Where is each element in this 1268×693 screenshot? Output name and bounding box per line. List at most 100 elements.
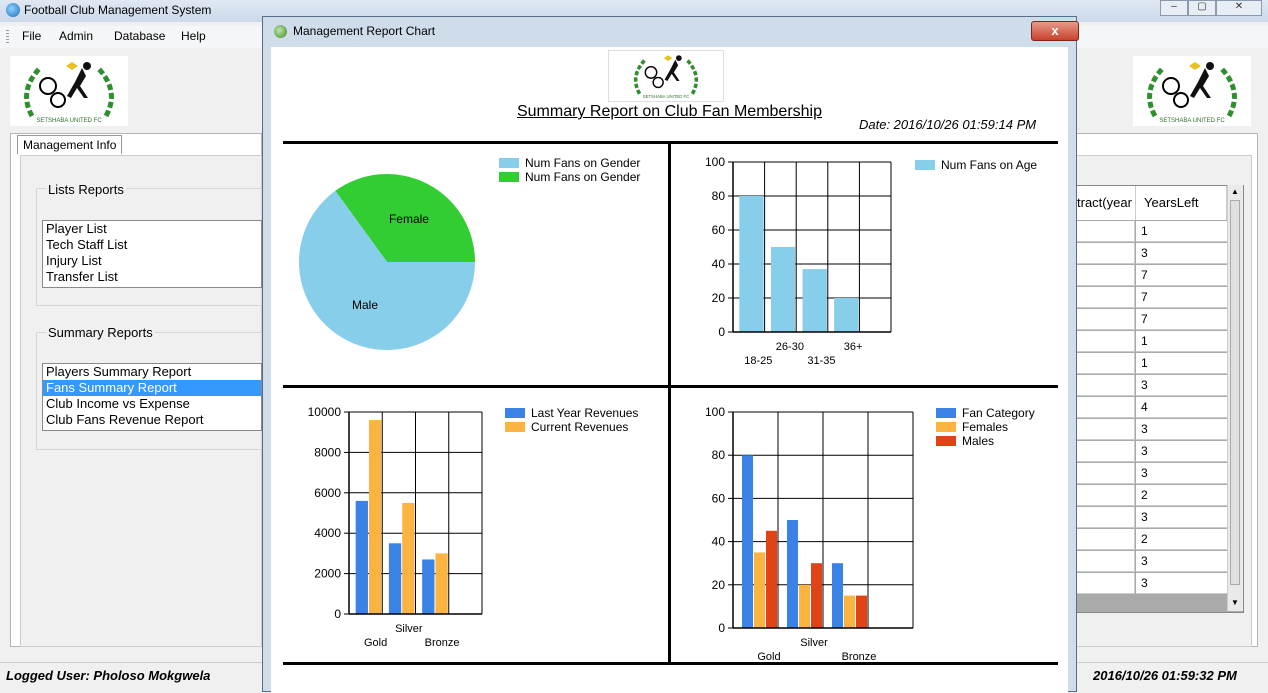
tab-management-info[interactable]: Management Info <box>17 135 123 154</box>
grid-cell-yearsleft[interactable]: 7 <box>1136 287 1227 308</box>
grid-cell-yearsleft[interactable]: 3 <box>1136 441 1227 462</box>
grid-cell[interactable] <box>1077 331 1135 352</box>
maximize-icon[interactable]: ▢ <box>1188 0 1216 16</box>
grid-cell-yearsleft[interactable]: 2 <box>1136 529 1227 550</box>
list-item[interactable]: Tech Staff List <box>46 237 128 252</box>
grid-cell-yearsleft[interactable]: 3 <box>1136 573 1227 594</box>
grid-cell-yearsleft[interactable]: 2 <box>1136 485 1227 506</box>
grid-cell-yearsleft[interactable]: 3 <box>1136 507 1227 528</box>
bar <box>368 420 382 614</box>
grid-cell[interactable] <box>1077 551 1135 572</box>
legend-swatch <box>505 408 525 418</box>
menu-file[interactable]: File <box>22 29 42 43</box>
grid-cell[interactable] <box>1077 287 1135 308</box>
grid-cell-yearsleft[interactable]: 3 <box>1136 375 1227 396</box>
bar <box>355 500 368 614</box>
scroll-down-icon[interactable]: ▼ <box>1231 598 1239 607</box>
bar <box>811 563 822 628</box>
pie-slice <box>299 190 475 350</box>
grid-cell-yearsleft[interactable]: 3 <box>1136 419 1227 440</box>
menu-admin[interactable]: Admin <box>59 29 94 43</box>
legend-swatch <box>936 408 956 418</box>
grid-cell-yearsleft[interactable]: 7 <box>1136 265 1227 286</box>
list-item[interactable]: Player List <box>46 221 107 236</box>
bar <box>739 196 764 332</box>
bar <box>787 520 798 628</box>
x-tick-label: Bronze <box>425 637 460 649</box>
x-tick-label: 26-30 <box>776 341 804 353</box>
legend-swatch <box>499 158 519 168</box>
dialog-close-button[interactable]: x <box>1031 21 1079 41</box>
dialog-body: SETSHABA UNITED FC Summary Report on Clu… <box>271 47 1068 693</box>
grid-cell[interactable] <box>1077 441 1135 462</box>
bar <box>402 502 415 614</box>
app-title: Football Club Management System <box>24 3 212 17</box>
list-item[interactable]: Transfer List <box>46 269 118 284</box>
close-icon[interactable]: ✕ <box>1216 0 1262 16</box>
y-tick-label: 100 <box>705 155 725 169</box>
grid-cell-yearsleft[interactable]: 3 <box>1136 243 1227 264</box>
x-tick-label: 36+ <box>844 341 863 353</box>
menu-help[interactable]: Help <box>181 29 206 43</box>
list-item-selected[interactable]: Fans Summary Report <box>43 380 261 396</box>
y-tick-label: 0 <box>718 621 725 635</box>
legend-label: Current Revenues <box>531 420 628 434</box>
y-tick-label: 0 <box>334 607 341 621</box>
legend-label: Num Fans on Gender <box>525 156 640 170</box>
summary-listbox[interactable]: Players Summary Report Fans Summary Repo… <box>42 363 262 431</box>
grid-cell-yearsleft[interactable]: 1 <box>1136 221 1227 242</box>
dialog-title: Management Report Chart <box>293 24 436 38</box>
scroll-up-icon[interactable]: ▲ <box>1231 187 1239 196</box>
list-item[interactable]: Club Income vs Expense <box>46 396 190 411</box>
grid-cell[interactable] <box>1077 309 1135 330</box>
grid-cell[interactable] <box>1077 529 1135 550</box>
grid-cell[interactable] <box>1077 463 1135 484</box>
lists-reports-title: Lists Reports <box>46 182 126 197</box>
x-tick-label: Bronze <box>842 651 877 663</box>
lists-listbox[interactable]: Player List Tech Staff List Injury List … <box>42 220 262 288</box>
menu-grip <box>6 30 9 44</box>
grid-cell[interactable] <box>1077 243 1135 264</box>
bar <box>388 543 402 614</box>
grid-cell[interactable] <box>1077 375 1135 396</box>
grid-header-contract[interactable]: tract(year <box>1077 186 1136 220</box>
grid-header-yearsleft[interactable]: YearsLeft <box>1136 186 1227 220</box>
svg-text:SETSHABA UNITED FC: SETSHABA UNITED FC <box>643 94 689 99</box>
minimize-icon[interactable]: – <box>1160 0 1188 16</box>
legend-swatch <box>499 172 519 182</box>
grid-cell[interactable] <box>1077 221 1135 242</box>
bar <box>832 563 843 628</box>
app-icon <box>6 3 20 17</box>
list-item[interactable]: Club Fans Revenue Report <box>46 412 204 427</box>
y-tick-label: 6000 <box>314 486 341 500</box>
bar <box>742 455 753 628</box>
bar <box>844 595 855 628</box>
legend-label: Males <box>962 434 994 448</box>
grid-cell-yearsleft[interactable]: 3 <box>1136 463 1227 484</box>
legend-swatch <box>505 422 525 432</box>
grid-cell-yearsleft[interactable]: 7 <box>1136 309 1227 330</box>
grid-cell[interactable] <box>1077 397 1135 418</box>
menu-database[interactable]: Database <box>114 29 166 43</box>
grid-cell-yearsleft[interactable]: 4 <box>1136 397 1227 418</box>
grid-cell[interactable] <box>1077 573 1135 594</box>
grid-cell-yearsleft[interactable]: 3 <box>1136 551 1227 572</box>
y-tick-label: 0 <box>718 325 725 339</box>
grid-cell[interactable] <box>1077 507 1135 528</box>
grid-scrollbar[interactable]: ▲ ▼ <box>1227 185 1243 611</box>
y-tick-label: 10000 <box>308 405 342 419</box>
bar <box>422 559 435 614</box>
scroll-thumb[interactable] <box>1230 200 1240 585</box>
grid-cell[interactable] <box>1077 419 1135 440</box>
legend-label: Num Fans on Gender <box>525 170 640 184</box>
list-item[interactable]: Injury List <box>46 253 102 268</box>
pie-slice-label: Female <box>389 212 429 226</box>
list-item[interactable]: Players Summary Report <box>46 364 192 379</box>
grid-cell[interactable] <box>1077 265 1135 286</box>
grid-cell-yearsleft[interactable]: 1 <box>1136 353 1227 374</box>
grid-cell-yearsleft[interactable]: 1 <box>1136 331 1227 352</box>
grid-cell[interactable] <box>1077 353 1135 374</box>
grid-cell[interactable] <box>1077 485 1135 506</box>
